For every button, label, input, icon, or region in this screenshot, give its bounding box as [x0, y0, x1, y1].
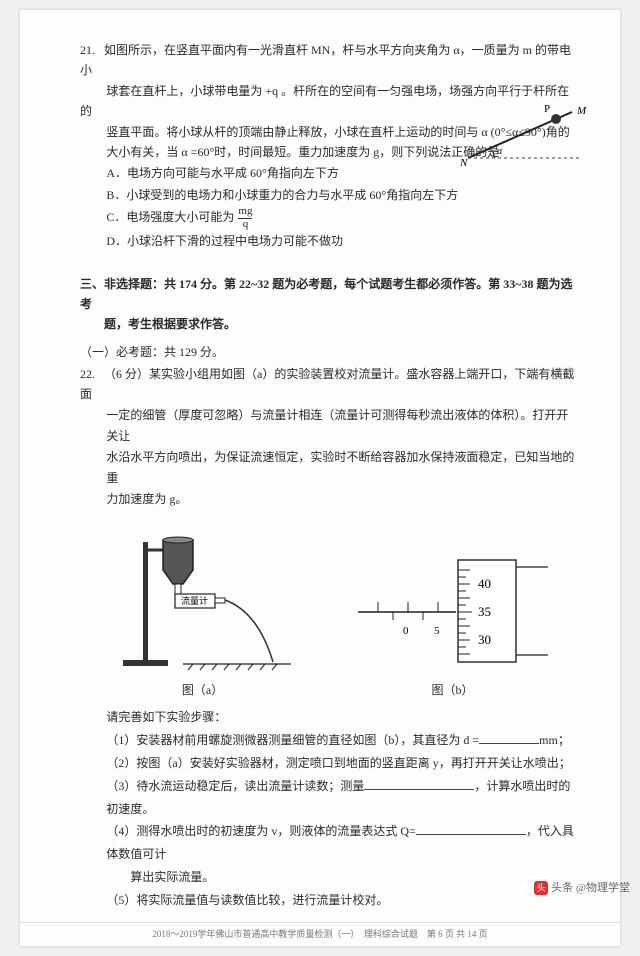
- figure-a: 流量计: [113, 522, 293, 672]
- section-3-title-l2: 题，考生根据要求作答。: [80, 317, 236, 331]
- q21-option-b: B．小球受到的电场力和小球重力的合力与水平成 60°角指向左下方: [106, 185, 580, 205]
- step-4: （4）测得水喷出时的初速度为 v，则液体的流量表达式 Q=，代入具体数值可计 算…: [106, 820, 580, 888]
- step1-unit: mm；: [539, 733, 570, 747]
- q21-optc-fraction: mg q: [237, 206, 253, 230]
- step-3: （3）待水流运动稳定后，读出流量计读数；测量，计算水喷出时的初速度。: [106, 775, 580, 821]
- question-22: 22.（6 分）某实验小组用如图（a）的实验装置校对流量计。盛水容器上端开口，下…: [80, 364, 580, 912]
- watermark-text: 头条 @物理学堂: [551, 882, 630, 894]
- thimble-40: 40: [478, 576, 491, 591]
- figures-row: 流量计 图（a）: [80, 522, 580, 701]
- exam-page: 21.如图所示，在竖直平面内有一光滑直杆 MN，杆与水平方向夹角为 α，一质量为…: [20, 10, 620, 946]
- steps-intro: 请完善如下实验步骤：: [106, 706, 580, 729]
- step4-pre: （4）测得水喷出时的初速度为 v，则液体的流量表达式 Q=: [106, 824, 415, 838]
- blank-formula: [416, 822, 526, 835]
- q22-stem-l3: 力加速度为 g。: [106, 492, 187, 506]
- step1-pre: （1）安装器材前用螺旋测微器测量细管的直径如图（b），其直径为 d =: [106, 733, 479, 747]
- q21-option-d: D．小球沿杆下滑的过程中电场力可能不做功: [106, 231, 580, 251]
- step-2: （2）按图（a）安装好实验器材，测定喷口到地面的竖直距离 y，再打开开关让水喷出…: [106, 752, 580, 775]
- label-M: M: [576, 105, 587, 117]
- q22-number: 22.: [80, 364, 104, 384]
- label-P: P: [544, 103, 550, 115]
- watermark: 头头条 @物理学堂: [534, 879, 630, 895]
- figure-b-caption: 图（b）: [358, 680, 548, 700]
- q21-optc-pre: C．电场强度大小可能为: [106, 210, 234, 224]
- q22-points: （6 分）: [104, 367, 149, 381]
- step3-pre: （3）待水流运动稳定后，读出流量计读数；测量: [106, 779, 364, 793]
- question-21: 21.如图所示，在竖直平面内有一光滑直杆 MN，杆与水平方向夹角为 α，一质量为…: [80, 40, 580, 252]
- section-3-header: 三、非选择题：共 174 分。第 22~32 题为必考题，每个试题考生都必须作答…: [80, 274, 580, 335]
- frac-den: q: [238, 219, 252, 231]
- section-3-title-l1: 三、非选择题：共 174 分。第 22~32 题为必考题，每个试题考生都必须作答…: [80, 277, 572, 311]
- flowmeter-label: 流量计: [181, 595, 208, 606]
- figure-rod-mn: P M N α: [460, 100, 590, 170]
- q22-stem-l1: 一定的细管（厚度可忽略）与流量计相连（流量计可测得每秒流出液体的体积）。打开开关…: [106, 408, 568, 443]
- main-scale-5: 5: [434, 625, 440, 637]
- frac-num: mg: [238, 206, 252, 219]
- blank-measure: [364, 777, 474, 790]
- q22-stem-l0: 某实验小组用如图（a）的实验装置校对流量计。盛水容器上端开口，下端有横截面: [80, 367, 574, 401]
- step-1: （1）安装器材前用螺旋测微器测量细管的直径如图（b），其直径为 d = mm；: [106, 729, 580, 752]
- q21-options: A．电场方向可能与水平成 60°角指向左下方 B．小球受到的电场力和小球重力的合…: [80, 163, 580, 251]
- q21-number: 21.: [80, 40, 104, 60]
- figure-b-block: 0 5 40 35: [358, 552, 548, 701]
- blank-diameter: [479, 731, 539, 744]
- page-footer: 2018～2019学年佛山市普通高中教学质量检测（一） 理科综合试题 第 6 页…: [20, 922, 620, 940]
- q22-stem-l2: 水沿水平方向喷出，为保证流速恒定，实验时不断给容器加水保持液面稳定，已知当地的重: [106, 450, 574, 485]
- thimble-30: 30: [478, 632, 491, 647]
- label-N: N: [460, 157, 468, 169]
- figure-a-block: 流量计 图（a）: [113, 522, 293, 701]
- thimble-35: 35: [478, 604, 491, 619]
- figure-a-caption: 图（a）: [113, 680, 293, 700]
- subsection-1-header: （一）必考题：共 129 分。: [80, 343, 580, 360]
- step4-l2: 算出实际流量。: [106, 870, 214, 884]
- q21-stem-line1: 如图所示，在竖直平面内有一光滑直杆 MN，杆与水平方向夹角为 α，一质量为 m …: [80, 43, 571, 77]
- step-5: （5）将实际流量值与读数值比较，进行流量计校对。: [106, 889, 580, 912]
- figure-b-micrometer: 0 5 40 35: [358, 552, 548, 672]
- watermark-logo-icon: 头: [534, 881, 548, 895]
- q21-option-c: C．电场强度大小可能为 mg q: [106, 206, 580, 230]
- label-alpha: α: [497, 146, 503, 157]
- footer-text: 2018～2019学年佛山市普通高中教学质量检测（一） 理科综合试题 第 6 页…: [152, 929, 487, 939]
- main-scale-0: 0: [403, 625, 409, 637]
- q21-stem-line4: 大小有关，当 α =60°时，时间最短。重力加速度为 g，则下列说法正确的是: [80, 145, 499, 159]
- q22-steps: 请完善如下实验步骤： （1）安装器材前用螺旋测微器测量细管的直径如图（b），其直…: [80, 706, 580, 911]
